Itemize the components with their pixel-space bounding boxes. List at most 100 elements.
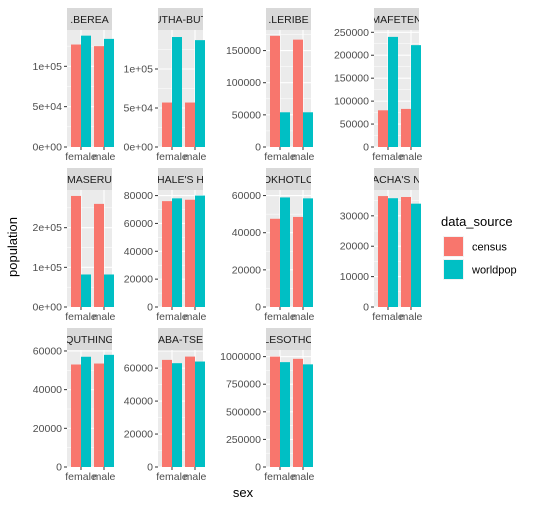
bar-census — [94, 363, 104, 467]
x-tick-label: female — [156, 311, 188, 323]
strip-background — [67, 168, 112, 190]
bar-worldpop — [104, 38, 114, 147]
x-tick-label: female — [264, 151, 296, 163]
bar-worldpop — [81, 274, 91, 307]
y-tick-label: 30000 — [340, 210, 369, 222]
y-tick-label: 40000 — [124, 246, 153, 258]
bar-census — [185, 356, 195, 467]
y-tick-label: 0 — [255, 302, 261, 314]
legend: data_source census worldpop — [441, 214, 517, 280]
strip-background — [158, 8, 203, 30]
x-tick-label: female — [156, 151, 188, 163]
strip-label: OKHOTLO — [263, 174, 314, 186]
strip-label: LESOTHO — [263, 334, 313, 346]
bar-census — [185, 199, 195, 307]
bar-census — [94, 46, 104, 147]
bar-census — [270, 218, 280, 307]
y-tick-label: 20000 — [33, 423, 62, 435]
bar-worldpop — [172, 37, 182, 147]
strip-background — [266, 8, 311, 30]
y-tick-label: 0 — [147, 462, 153, 474]
x-tick-label: male — [184, 471, 207, 483]
y-tick-label: 60000 — [232, 190, 261, 202]
strip-background — [374, 8, 419, 30]
bar-census — [185, 102, 195, 147]
y-tick-label: 60000 — [124, 218, 153, 230]
bar-worldpop — [388, 198, 398, 307]
strip-label: .LERIBE — [268, 14, 308, 26]
y-tick-label: 50000 — [232, 109, 261, 121]
y-tick-label: 0 — [363, 142, 369, 154]
x-tick-label: male — [93, 471, 116, 483]
bar-census — [162, 359, 172, 467]
bar-worldpop — [280, 197, 290, 307]
y-tick-label: 150000 — [226, 45, 261, 57]
y-axis-title: population — [5, 217, 20, 277]
strip-label: HALE'S H — [157, 174, 204, 186]
y-tick-label: 0 — [255, 142, 261, 154]
bar-worldpop — [172, 198, 182, 307]
x-tick-label: female — [372, 151, 404, 163]
y-tick-label: 60000 — [33, 345, 62, 357]
legend-label: census — [472, 242, 507, 254]
x-tick-label: male — [184, 151, 207, 163]
x-tick-label: female — [372, 311, 404, 323]
bar-worldpop — [303, 198, 313, 307]
strip-label: ABA-TSE — [158, 334, 203, 346]
x-tick-label: male — [292, 151, 315, 163]
x-tick-label: male — [292, 471, 315, 483]
legend-title: data_source — [441, 214, 513, 229]
bar-census — [71, 44, 81, 147]
facet-panel: MAFETEN 0 50000 100000 150000 200000 250000 fem… — [334, 8, 423, 163]
strip-background — [266, 328, 311, 350]
y-tick-label: 20000 — [124, 274, 153, 286]
bar-worldpop — [303, 364, 313, 467]
x-tick-label: male — [93, 151, 116, 163]
bar-worldpop — [280, 112, 290, 147]
bar-census — [293, 358, 303, 467]
bar-worldpop — [104, 274, 114, 307]
strip-background — [158, 328, 203, 350]
bar-census — [401, 108, 411, 147]
strip-background — [67, 328, 112, 350]
x-tick-label: female — [65, 471, 97, 483]
bar-worldpop — [195, 361, 205, 467]
bar-worldpop — [280, 362, 290, 467]
bar-worldpop — [411, 203, 421, 307]
y-tick-label: 60000 — [124, 363, 153, 375]
strip-label: ACHA'S N — [372, 174, 421, 186]
strip-background — [374, 168, 419, 190]
x-tick-label: male — [400, 151, 423, 163]
y-tick-label: 5e+04 — [124, 103, 154, 115]
bar-census — [162, 102, 172, 147]
bar-census — [162, 201, 172, 307]
x-tick-label: female — [65, 151, 97, 163]
legend-swatch-census — [444, 237, 463, 256]
y-tick-label: 100000 — [334, 96, 369, 108]
y-tick-label: 0 — [147, 302, 153, 314]
bar-census — [293, 39, 303, 148]
y-tick-label: 5e+04 — [33, 101, 63, 113]
y-tick-label: 0 — [56, 462, 62, 474]
bar-worldpop — [81, 35, 91, 147]
y-tick-label: 0e+00 — [33, 302, 63, 314]
bar-census — [270, 35, 280, 147]
y-tick-label: 1e+05 — [33, 61, 63, 73]
bar-worldpop — [303, 112, 313, 147]
y-tick-label: 40000 — [124, 396, 153, 408]
x-tick-label: male — [93, 311, 116, 323]
y-tick-label: 500000 — [226, 406, 261, 418]
strip-label: UTHA-BUT — [154, 14, 208, 26]
strip-background — [67, 8, 112, 30]
y-tick-label: 20000 — [340, 241, 369, 253]
bar-census — [94, 203, 104, 307]
bar-census — [293, 216, 303, 307]
x-tick-label: female — [264, 311, 296, 323]
y-tick-label: 20000 — [232, 264, 261, 276]
